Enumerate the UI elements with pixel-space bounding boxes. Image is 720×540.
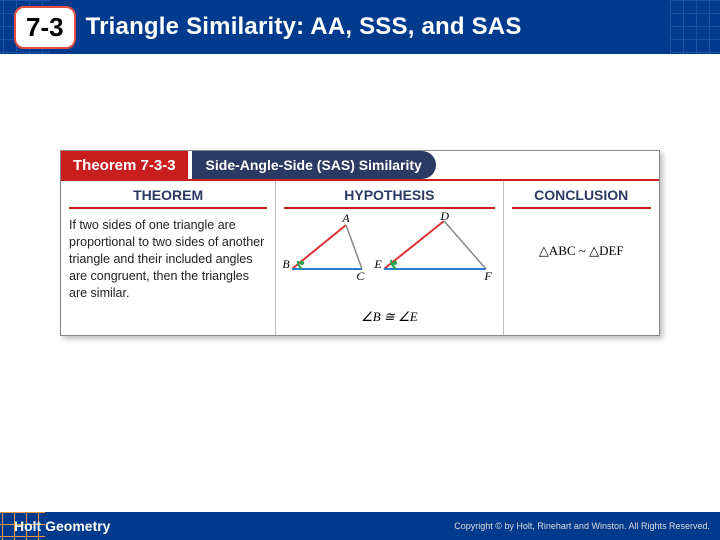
column-theorem: THEOREM If two sides of one triangle are… — [61, 181, 276, 335]
vertex-label-A: A — [342, 211, 349, 226]
header-grid-right — [670, 0, 720, 54]
congruence-statement: ∠B ≅ ∠E — [284, 309, 494, 325]
header-title: Triangle Similarity: AA, SSS, and SAS — [86, 13, 522, 41]
vertex-label-B: B — [282, 257, 289, 272]
column-conclusion: CONCLUSION △ABC ~ △DEF — [504, 181, 659, 335]
theorem-label: Theorem 7-3-3 — [61, 151, 188, 179]
header-band: 7-3 Triangle Similarity: AA, SSS, and SA… — [0, 0, 720, 54]
conclusion-text: △ABC ~ △DEF — [512, 243, 651, 259]
theorem-box: Theorem 7-3-3 Side-Angle-Side (SAS) Simi… — [60, 150, 660, 336]
triangles-svg — [284, 217, 494, 287]
column-head-hypothesis: HYPOTHESIS — [284, 187, 494, 209]
theorem-name: Side-Angle-Side (SAS) Similarity — [192, 151, 436, 179]
section-badge: 7-3 — [14, 6, 76, 49]
vertex-label-C: C — [356, 269, 364, 284]
footer-right: Copyright © by Holt, Rinehart and Winsto… — [454, 521, 710, 531]
theorem-text: If two sides of one triangle are proport… — [69, 217, 267, 301]
vertex-label-D: D — [440, 209, 449, 224]
footer-left: Holt Geometry — [14, 518, 110, 534]
column-head-theorem: THEOREM — [69, 187, 267, 209]
side-DF — [444, 221, 486, 269]
side-AC — [346, 225, 362, 269]
side-DE — [384, 221, 444, 269]
theorem-columns: THEOREM If two sides of one triangle are… — [61, 179, 659, 335]
angle-dot-E — [393, 261, 397, 265]
theorem-header: Theorem 7-3-3 Side-Angle-Side (SAS) Simi… — [61, 151, 659, 179]
hypothesis-diagram: A B C D E F — [284, 217, 494, 307]
column-hypothesis: HYPOTHESIS A B C — [276, 181, 503, 335]
vertex-label-F: F — [484, 269, 491, 284]
footer-bar: Holt Geometry Copyright © by Holt, Rineh… — [0, 512, 720, 540]
angle-dot-B — [300, 261, 304, 265]
column-head-conclusion: CONCLUSION — [512, 187, 651, 209]
vertex-label-E: E — [374, 257, 381, 272]
